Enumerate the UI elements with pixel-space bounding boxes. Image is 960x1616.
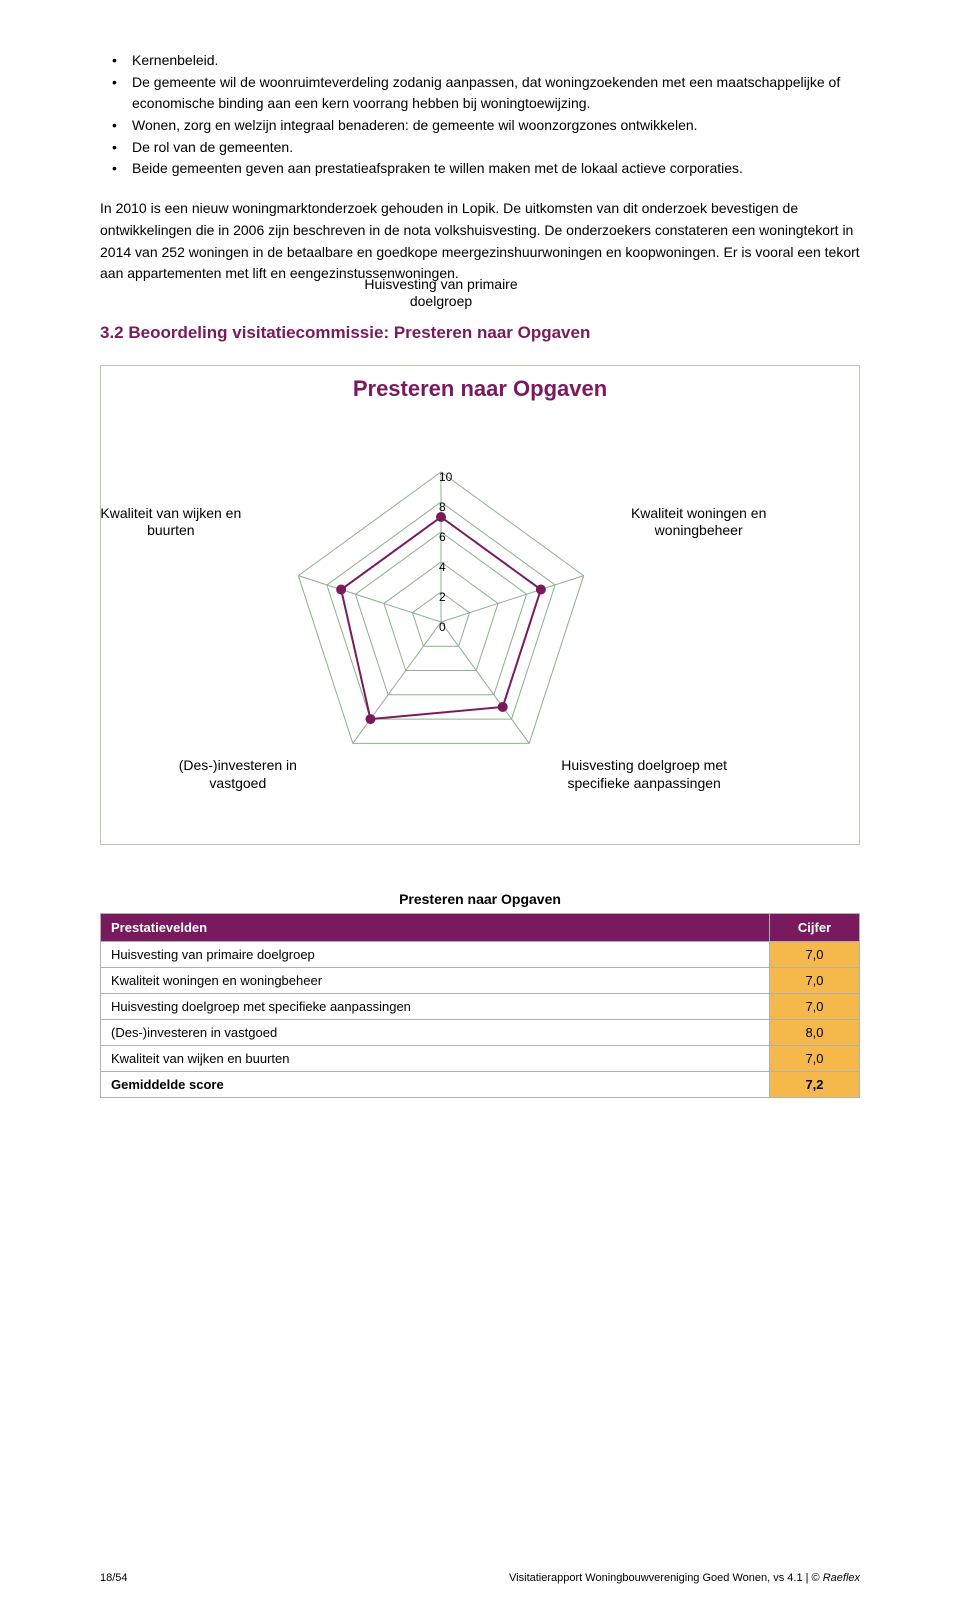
bullet-item: Kernenbeleid. xyxy=(100,50,860,72)
section-heading: 3.2 Beoordeling visitatiecommissie: Pres… xyxy=(100,323,860,343)
table-cell-score: 8,0 xyxy=(770,1019,860,1045)
chart-axis-label: Huisvesting doelgroep met specifieke aan… xyxy=(539,757,749,792)
chart-axis-label: (Des-)investeren in vastgoed xyxy=(153,757,323,792)
table-row: Huisvesting van primaire doelgroep7,0 xyxy=(101,941,860,967)
table-cell-score: 7,0 xyxy=(770,941,860,967)
footer-text: Visitatierapport Woningbouwvereniging Go… xyxy=(509,1572,823,1584)
table-cell-score: 7,0 xyxy=(770,967,860,993)
chart-tick-label: 8 xyxy=(439,500,446,514)
chart-axis-label: Kwaliteit woningen en woningbeheer xyxy=(614,505,784,540)
bullet-item: Wonen, zorg en welzijn integraal benader… xyxy=(100,115,860,137)
chart-tick-label: 2 xyxy=(439,590,446,604)
bullet-item: Beide gemeenten geven aan prestatieafspr… xyxy=(100,158,860,180)
body-paragraph: In 2010 is een nieuw woningmarktonderzoe… xyxy=(100,198,860,285)
table-cell-field: Kwaliteit woningen en woningbeheer xyxy=(101,967,770,993)
table-cell-score: 7,0 xyxy=(770,993,860,1019)
table-row: Kwaliteit van wijken en buurten7,0 xyxy=(101,1045,860,1071)
table-cell-field: Huisvesting doelgroep met specifieke aan… xyxy=(101,993,770,1019)
table-row: Kwaliteit woningen en woningbeheer7,0 xyxy=(101,967,860,993)
score-table: Prestatievelden Cijfer Huisvesting van p… xyxy=(100,913,860,1098)
table-cell-field: Kwaliteit van wijken en buurten xyxy=(101,1045,770,1071)
radar-chart: Presteren naar Opgaven Huisvesting van p… xyxy=(100,365,860,845)
chart-axis-label: Kwaliteit van wijken en buurten xyxy=(83,505,258,540)
chart-tick-label: 10 xyxy=(439,470,452,484)
table-row: Gemiddelde score7,2 xyxy=(101,1071,860,1097)
table-cell-field: Huisvesting van primaire doelgroep xyxy=(101,941,770,967)
table-title: Presteren naar Opgaven xyxy=(100,885,860,913)
chart-title: Presteren naar Opgaven xyxy=(101,366,859,402)
bullet-item: De rol van de gemeenten. xyxy=(100,137,860,159)
bullet-item: De gemeente wil de woonruimteverdeling z… xyxy=(100,72,860,115)
chart-tick-label: 0 xyxy=(439,620,446,634)
table-cell-field: Gemiddelde score xyxy=(101,1071,770,1097)
table-cell-field: (Des-)investeren in vastgoed xyxy=(101,1019,770,1045)
footer-right: Visitatierapport Woningbouwvereniging Go… xyxy=(509,1572,860,1584)
score-table-wrap: Presteren naar Opgaven Prestatievelden C… xyxy=(100,885,860,1098)
page-footer: 18/54 Visitatierapport Woningbouwverenig… xyxy=(100,1572,860,1584)
table-row: Huisvesting doelgroep met specifieke aan… xyxy=(101,993,860,1019)
page-number: 18/54 xyxy=(100,1572,128,1584)
chart-axis-label: Huisvesting van primaire doelgroep xyxy=(346,276,536,311)
bullet-list: Kernenbeleid. De gemeente wil de woonrui… xyxy=(100,50,860,180)
table-cell-score: 7,2 xyxy=(770,1071,860,1097)
chart-tick-label: 6 xyxy=(439,530,446,544)
chart-tick-label: 4 xyxy=(439,560,446,574)
table-header-score: Cijfer xyxy=(770,913,860,941)
table-cell-score: 7,0 xyxy=(770,1045,860,1071)
table-row: (Des-)investeren in vastgoed8,0 xyxy=(101,1019,860,1045)
table-header-field: Prestatievelden xyxy=(101,913,770,941)
footer-brand: Raeflex xyxy=(823,1572,860,1584)
